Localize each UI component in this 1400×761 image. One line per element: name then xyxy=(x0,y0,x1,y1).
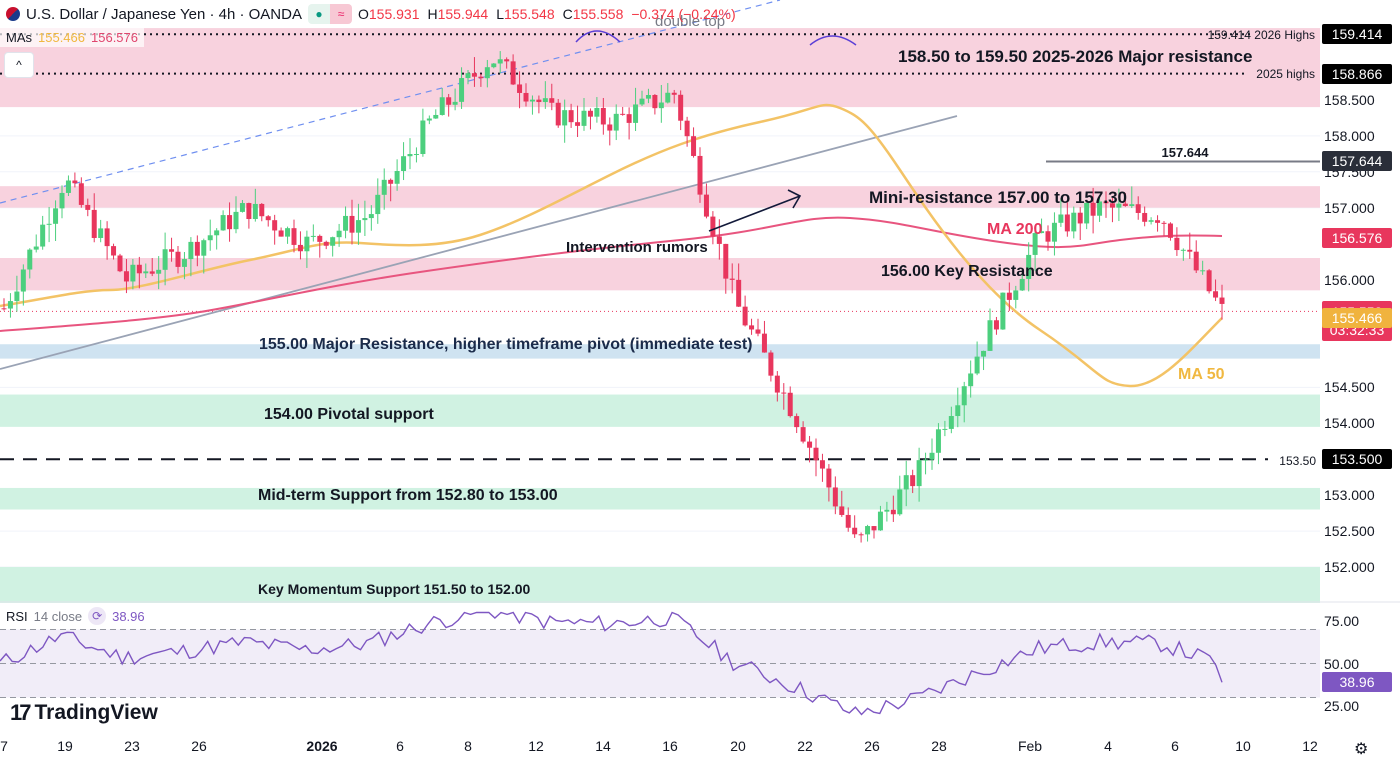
rsi-tick: 25.00 xyxy=(1324,698,1360,714)
rsi-params: 14 close xyxy=(33,608,83,624)
price-tick: 154.500 xyxy=(1324,379,1375,396)
rsi-value-tag: 38.96 xyxy=(1322,672,1392,693)
price-tag: 153.500 xyxy=(1322,449,1392,470)
price-tag: 157.644 xyxy=(1322,151,1392,172)
svg-text:154.00 Pivotal support: 154.00 Pivotal support xyxy=(264,406,435,423)
symbol-header: U.S. Dollar / Japanese Yen · 4h · OANDA … xyxy=(6,3,736,25)
svg-text:MA 200: MA 200 xyxy=(987,221,1043,238)
time-tick: 14 xyxy=(595,738,611,754)
data-feed-icon: ≈ xyxy=(329,4,352,24)
svg-text:double top: double top xyxy=(655,13,725,30)
usd-jpy-flag-icon xyxy=(6,7,20,21)
change-value: −0.374 (−0.24%) xyxy=(631,6,736,22)
time-tick: 19 xyxy=(57,738,73,754)
time-tick: 4 xyxy=(1104,738,1112,754)
price-tick: 158.500 xyxy=(1324,91,1375,108)
price-tag: 159.414 xyxy=(1322,24,1392,45)
zone-support[interactable] xyxy=(0,394,1320,427)
price-tag-value: 159.414 xyxy=(1331,26,1383,43)
svg-text:MA 50: MA 50 xyxy=(1178,366,1225,383)
svg-text:157.644: 157.644 xyxy=(1162,145,1210,160)
zone-resistance[interactable] xyxy=(0,186,1320,208)
time-tick: Feb xyxy=(1017,738,1043,754)
time-tick: 8 xyxy=(464,738,472,754)
rsi-line xyxy=(0,611,1223,716)
settings-icon[interactable]: ⚙ xyxy=(1354,741,1369,758)
collapse-legend-button[interactable]: ^ xyxy=(4,52,34,78)
moving-averages-legend[interactable]: MAs 155.466 156.576 xyxy=(0,27,144,47)
rsi-tick: 75.00 xyxy=(1324,613,1360,629)
svg-text:159.414 2026 Highs: 159.414 2026 Highs xyxy=(1208,28,1315,42)
time-tick: 20 xyxy=(730,738,746,754)
price-tick: 153.000 xyxy=(1324,487,1375,504)
price-tag-value: 158.866 xyxy=(1331,65,1383,82)
open-value: 155.931 xyxy=(368,6,420,22)
price-tick: 152.000 xyxy=(1324,558,1375,575)
rsi-value: 38.96 xyxy=(112,608,145,624)
candles xyxy=(1,51,1225,543)
price-tag: 155.466 xyxy=(1322,307,1392,328)
time-tick: 7 xyxy=(0,738,8,754)
price-tick: 158.000 xyxy=(1324,127,1375,144)
rsi-tick: 50.00 xyxy=(1324,655,1360,672)
price-tick: 157.000 xyxy=(1324,199,1375,216)
price-tick: 156.000 xyxy=(1324,271,1375,288)
time-tick: 12 xyxy=(528,738,544,754)
price-tag-value: 157.644 xyxy=(1331,153,1383,170)
symbol-title[interactable]: U.S. Dollar / Japanese Yen · 4h · OANDA xyxy=(26,5,302,23)
price-tick: 152.500 xyxy=(1324,523,1375,540)
time-tick: 16 xyxy=(662,738,678,754)
svg-text:153.50: 153.50 xyxy=(1279,454,1316,468)
time-tick: 22 xyxy=(797,738,813,754)
time-tick: 2026 xyxy=(306,738,338,754)
high-value: 155.944 xyxy=(437,6,489,22)
time-tick: 28 xyxy=(931,738,947,754)
status-pill[interactable]: ● ≈ xyxy=(307,4,352,24)
svg-text:2025 highs: 2025 highs xyxy=(1256,67,1315,81)
svg-text:156.00 Key Resistance: 156.00 Key Resistance xyxy=(881,263,1053,280)
svg-text:155.00 Major Resistance, highe: 155.00 Major Resistance, higher timefram… xyxy=(259,336,753,353)
ohlc-values: O155.931 H155.944 L155.548 C155.558 −0.3… xyxy=(357,6,736,22)
time-tick: 6 xyxy=(396,738,404,754)
ma50-value: 155.466 xyxy=(38,29,85,45)
ma200-value: 156.576 xyxy=(91,29,138,45)
time-tick: 6 xyxy=(1171,738,1179,754)
price-tag-value: 155.466 xyxy=(1331,309,1383,326)
low-value: 155.548 xyxy=(504,6,555,22)
time-tick: 23 xyxy=(124,738,140,754)
svg-text:158.50 to 159.50 2025-2026 Maj: 158.50 to 159.50 2025-2026 Major resista… xyxy=(898,47,1252,66)
chevron-up-icon: ^ xyxy=(16,58,22,72)
svg-text:Intervention rumors: Intervention rumors xyxy=(566,239,708,256)
price-tag-value: 153.500 xyxy=(1331,451,1383,468)
zone-resistance[interactable] xyxy=(0,258,1320,291)
zone-support[interactable] xyxy=(0,487,1320,510)
price-tag: 156.576 xyxy=(1322,228,1392,249)
rsi-label: RSI xyxy=(6,608,28,624)
time-axis[interactable]: 7 19 23 26 2026 6 8 12 14 16 20 22 26 28 Feb 4 6 10 12 xyxy=(0,738,1330,760)
tradingview-logo[interactable]: 17 TradingView xyxy=(10,700,158,726)
mas-label: MAs xyxy=(6,29,32,45)
time-tick: 12 xyxy=(1302,738,1318,754)
tradingview-logo-icon: 17 xyxy=(10,700,32,725)
tradingview-wordmark: TradingView xyxy=(34,701,158,724)
time-tick: 10 xyxy=(1235,738,1251,754)
refresh-icon[interactable]: ⟳ xyxy=(88,607,107,625)
price-tag-value: 156.576 xyxy=(1331,230,1383,247)
rsi-legend[interactable]: RSI 14 close ⟳ 38.96 xyxy=(6,607,145,625)
zone-support[interactable] xyxy=(0,566,1320,603)
svg-text:Key Momentum Support 151.50 to: Key Momentum Support 151.50 to 152.00 xyxy=(258,581,531,597)
market-open-icon: ● xyxy=(307,4,330,24)
time-tick: 26 xyxy=(191,738,207,754)
close-value: 155.558 xyxy=(572,6,624,22)
zone-resistance[interactable] xyxy=(0,28,1320,108)
price-tag: 158.866 xyxy=(1322,63,1392,84)
price-tick: 154.000 xyxy=(1324,415,1375,432)
svg-text:Mini-resistance 157.00 to 157.: Mini-resistance 157.00 to 157.30 xyxy=(869,188,1127,207)
svg-text:Mid-term Support from 152.80 t: Mid-term Support from 152.80 to 153.00 xyxy=(258,487,558,504)
time-tick: 26 xyxy=(864,738,880,754)
